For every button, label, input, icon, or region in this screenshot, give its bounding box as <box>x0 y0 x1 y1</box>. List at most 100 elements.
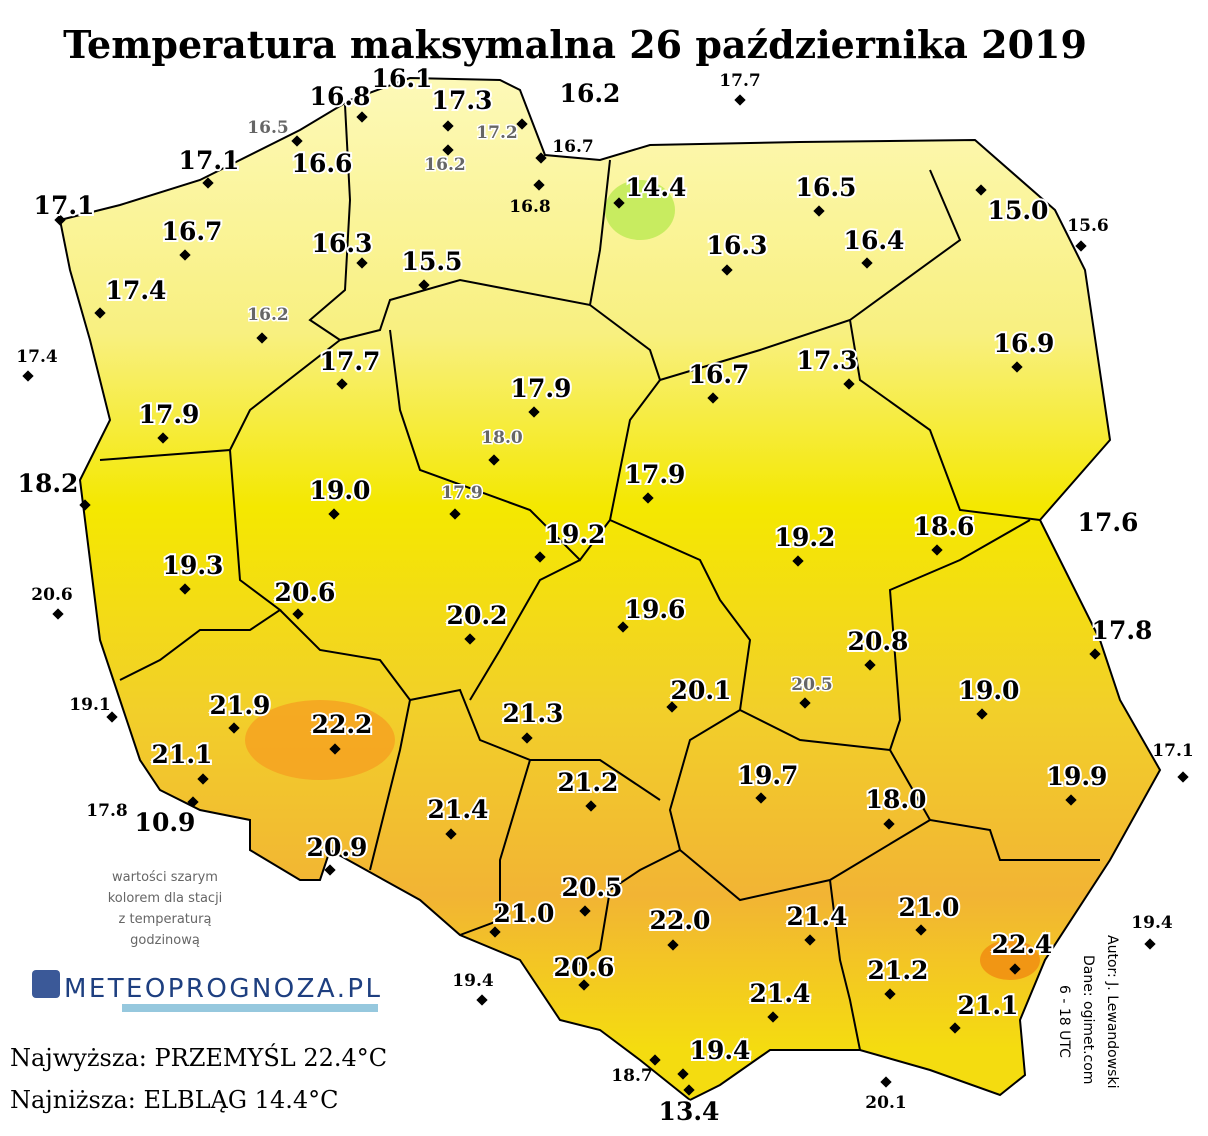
borders <box>99 104 1100 1051</box>
station-value: 20.2 <box>447 601 508 630</box>
station-value: 17.4 <box>16 347 58 367</box>
station-dot <box>931 544 943 556</box>
note-line: kolorem dla stacji <box>108 891 223 906</box>
station-dot <box>228 722 240 734</box>
station-value: 20.5 <box>562 873 623 902</box>
station-dot <box>179 249 191 261</box>
station-dot <box>880 1076 892 1088</box>
warm-area <box>980 940 1040 980</box>
station-dot <box>1144 938 1156 950</box>
station-dot <box>202 177 214 189</box>
station-dot <box>54 214 66 226</box>
station-value: 21.1 <box>152 740 213 769</box>
station-dot <box>1065 794 1077 806</box>
station-dot <box>861 257 873 269</box>
station-value: 16.7 <box>689 360 750 389</box>
station-dot <box>1009 963 1021 975</box>
station-dot <box>187 796 199 808</box>
station-value: 22.0 <box>650 906 711 935</box>
station-value: 21.9 <box>210 691 271 720</box>
station-dot <box>329 743 341 755</box>
station-dot <box>949 1022 961 1034</box>
station-dot <box>804 934 816 946</box>
station-dot <box>864 659 876 671</box>
station-value: 17.7 <box>719 71 760 91</box>
station-value: 17.8 <box>1092 616 1153 645</box>
station-value: 19.3 <box>163 551 224 580</box>
station-value: 17.1 <box>1152 741 1193 761</box>
station-dot <box>445 828 457 840</box>
title: Temperatura maksymalna 26 października 2… <box>63 22 1087 67</box>
max-line: Najwyższa: PRZEMYŚL 22.4°C <box>10 1043 387 1072</box>
note-line: z temperaturą <box>119 912 212 927</box>
station-value: 18.6 <box>914 512 975 541</box>
station-value: 21.0 <box>494 899 555 928</box>
station-value: 19.9 <box>1047 762 1108 791</box>
logo-icon <box>32 970 60 998</box>
logo-stripe <box>122 1004 378 1012</box>
station-value: 15.5 <box>402 247 463 276</box>
station-value: 13.4 <box>659 1097 720 1126</box>
station-value: 17.2 <box>476 123 517 143</box>
station-dot <box>767 1011 779 1023</box>
station-value: 21.3 <box>503 699 564 728</box>
station-dot <box>843 378 855 390</box>
station-value: 17.3 <box>432 86 493 115</box>
station-dot <box>721 264 733 276</box>
station-dot <box>734 94 746 106</box>
station-value: 20.6 <box>554 953 615 982</box>
station-value: 17.7 <box>320 347 381 376</box>
station-value: 19.6 <box>625 595 686 624</box>
station-dot <box>1011 361 1023 373</box>
station-dot <box>528 406 540 418</box>
station-value: 17.8 <box>86 801 127 821</box>
station-dot <box>1089 648 1101 660</box>
station-dot <box>356 257 368 269</box>
station-value: 16.8 <box>509 197 550 217</box>
station-dot <box>884 988 896 1000</box>
station-value: 16.2 <box>560 79 621 108</box>
station-value: 18.2 <box>18 469 79 498</box>
station-dot <box>442 144 454 156</box>
station-dot <box>449 508 461 520</box>
credit: Dane: ogimet.com <box>1080 955 1096 1084</box>
station-value: 18.0 <box>866 785 927 814</box>
station-dot <box>328 508 340 520</box>
station-dot <box>649 1054 661 1066</box>
station-value: 16.7 <box>162 217 223 246</box>
station-value: 16.3 <box>312 229 373 258</box>
station-dot <box>613 197 625 209</box>
station-value: 16.9 <box>994 329 1055 358</box>
station-value: 16.1 <box>372 64 433 93</box>
station-dot <box>179 583 191 595</box>
station-dot <box>1075 240 1087 252</box>
station-value: 21.4 <box>750 979 811 1008</box>
station-dot <box>642 492 654 504</box>
station-dot <box>336 378 348 390</box>
station-dot <box>291 135 303 147</box>
note: wartości szarym kolorem dla stacji z tem… <box>108 870 223 948</box>
station-value: 19.4 <box>690 1036 751 1065</box>
logo: METEOPROGNOZA.PL <box>64 974 381 1004</box>
station-dot <box>324 864 336 876</box>
station-value: 17.1 <box>34 191 95 220</box>
station-value: 19.7 <box>738 761 799 790</box>
station-value: 16.8 <box>310 82 371 111</box>
note-line: wartości szarym <box>112 870 218 885</box>
note-line: godzinową <box>130 933 200 948</box>
station-value: 22.2 <box>312 710 373 739</box>
station-dot <box>418 279 430 291</box>
station-value: 18.0 <box>481 428 523 448</box>
credit: Autor: J. Lewandowski <box>1104 935 1120 1088</box>
station-dot <box>578 979 590 991</box>
station-value: 19.2 <box>775 523 836 552</box>
station-value: 20.1 <box>671 676 732 705</box>
station-value: 14.4 <box>626 173 687 202</box>
station-dot <box>197 773 209 785</box>
station-value: 21.1 <box>958 991 1019 1020</box>
station-value: 17.9 <box>511 374 572 403</box>
station-dot <box>683 1084 695 1096</box>
station-dot <box>52 608 64 620</box>
station-dot <box>464 633 476 645</box>
